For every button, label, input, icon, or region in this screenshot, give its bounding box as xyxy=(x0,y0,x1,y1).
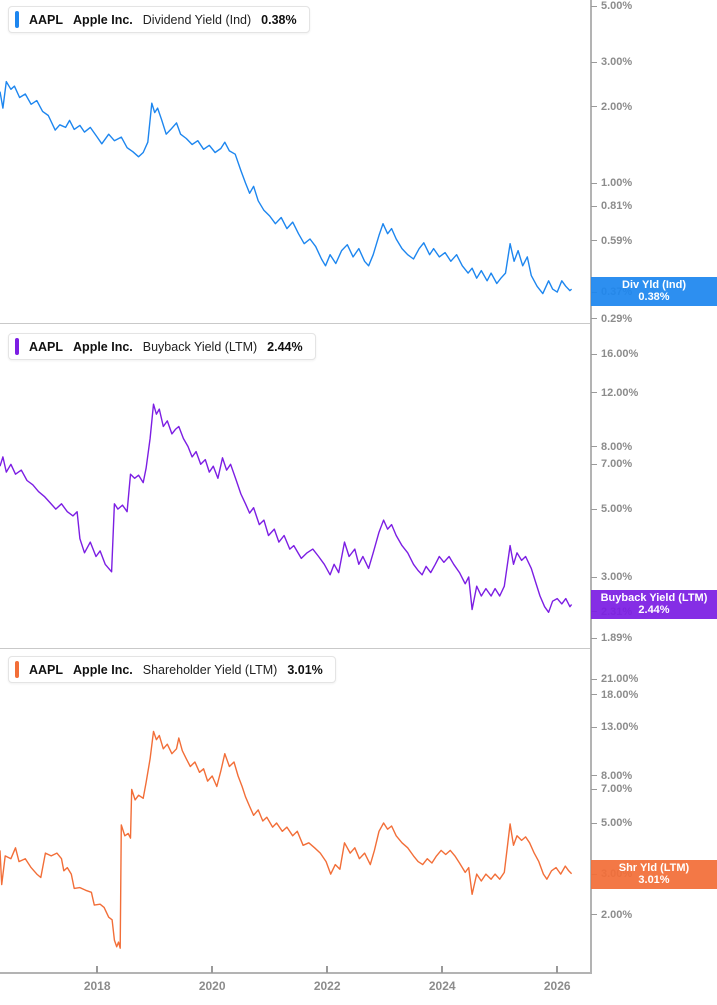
legend-color-bar xyxy=(15,338,19,355)
legend-color-bar xyxy=(15,11,19,28)
y-tick-label: 5.00% xyxy=(601,0,633,13)
legend-ticker: AAPL xyxy=(29,662,64,677)
y-tick-label: 7.00% xyxy=(601,458,633,471)
x-tick-mark xyxy=(441,966,444,973)
legend-company: Apple Inc. xyxy=(73,662,133,677)
legend-buyback-yield[interactable]: AAPL Apple Inc. Buyback Yield (LTM) 2.44… xyxy=(8,333,316,360)
y-axis-line xyxy=(590,0,592,974)
y-tick-mark xyxy=(591,182,597,184)
y-tick-label: 0.59% xyxy=(601,234,633,247)
legend-dividend-yield[interactable]: AAPL Apple Inc. Dividend Yield (Ind) 0.3… xyxy=(8,6,310,33)
y-tick-label: 8.00% xyxy=(601,769,633,782)
x-axis-line xyxy=(0,972,592,974)
series-line-1 xyxy=(0,403,573,613)
y-tick-label: 7.00% xyxy=(601,783,633,796)
y-tick-label: 1.00% xyxy=(601,177,633,189)
y-tick-mark xyxy=(591,726,597,728)
legend-ticker: AAPL xyxy=(29,12,64,27)
y-tick-label: 5.00% xyxy=(601,503,633,516)
y-tick-mark xyxy=(591,788,597,790)
legend-color-bar xyxy=(15,661,19,678)
y-tick-mark xyxy=(591,637,597,639)
y-tick-mark xyxy=(591,318,597,320)
y-tick-label: 1.89% xyxy=(601,632,633,645)
x-tick-label: 2018 xyxy=(83,979,111,993)
legend-metric: Shareholder Yield (LTM) xyxy=(142,662,278,677)
y-tick-label: 3.00% xyxy=(601,56,633,69)
y-tick-mark xyxy=(591,240,597,242)
y-tick-label: 3.00% xyxy=(601,571,633,583)
price-flag-title: Div Yld (Ind) xyxy=(622,278,686,291)
x-tick-label: 2024 xyxy=(428,979,456,993)
y-tick-label: 0.81% xyxy=(601,200,633,213)
x-tick-mark xyxy=(211,966,214,973)
x-tick-label: 2022 xyxy=(313,979,341,993)
legend-company: Apple Inc. xyxy=(73,12,133,27)
x-tick-label: 2026 xyxy=(543,979,571,993)
series-line-2 xyxy=(0,730,573,949)
price-flag-title: Shr Yld (LTM) xyxy=(618,861,690,874)
price-flag-buyback-yld: Buyback Yield (LTM) 2.44% xyxy=(591,590,717,620)
legend-metric: Buyback Yield (LTM) xyxy=(142,339,258,354)
x-tick-mark xyxy=(96,966,99,973)
price-flag-value: 0.38% xyxy=(638,290,670,303)
legend-shareholder-yield[interactable]: AAPL Apple Inc. Shareholder Yield (LTM) … xyxy=(8,656,336,683)
y-tick-label: 12.00% xyxy=(601,386,639,399)
y-tick-label: 2.00% xyxy=(601,100,633,113)
chart-plot-area[interactable] xyxy=(0,0,591,973)
price-flag-shr-yld: Shr Yld (LTM) 3.01% xyxy=(591,859,717,889)
y-tick-mark xyxy=(591,61,597,63)
legend-value: 0.38% xyxy=(261,12,297,27)
price-flag-div-yld: Div Yld (Ind) 0.38% xyxy=(591,276,717,306)
y-tick-mark xyxy=(591,463,597,465)
y-tick-mark xyxy=(591,822,597,824)
y-tick-label: 8.00% xyxy=(601,440,633,453)
y-tick-label: 16.00% xyxy=(601,348,639,361)
legend-company: Apple Inc. xyxy=(73,339,133,354)
y-tick-label: 21.00% xyxy=(601,673,639,686)
panel-separator xyxy=(0,323,591,324)
legend-value: 3.01% xyxy=(287,662,323,677)
y-tick-mark xyxy=(591,106,597,108)
y-tick-mark xyxy=(591,914,597,916)
y-tick-label: 0.29% xyxy=(601,312,633,325)
y-tick-mark xyxy=(591,5,597,7)
panel-separator xyxy=(0,648,591,649)
x-tick-mark xyxy=(326,966,329,973)
y-tick-mark xyxy=(591,446,597,448)
y-tick-mark xyxy=(591,694,597,696)
y-tick-mark xyxy=(591,353,597,355)
y-tick-mark xyxy=(591,678,597,680)
y-tick-mark xyxy=(591,205,597,207)
price-flag-value: 3.01% xyxy=(638,873,670,886)
y-tick-label: 2.00% xyxy=(601,908,633,921)
legend-ticker: AAPL xyxy=(29,339,64,354)
y-tick-mark xyxy=(591,576,597,578)
y-tick-label: 13.00% xyxy=(601,721,639,734)
x-tick-label: 2020 xyxy=(198,979,226,993)
y-tick-label: 5.00% xyxy=(601,817,633,829)
legend-metric: Dividend Yield (Ind) xyxy=(142,12,252,27)
price-flag-title: Buyback Yield (LTM) xyxy=(600,592,708,605)
y-tick-mark xyxy=(591,392,597,394)
x-tick-mark xyxy=(556,966,559,973)
y-tick-label: 18.00% xyxy=(601,688,639,701)
y-tick-mark xyxy=(591,775,597,777)
legend-value: 2.44% xyxy=(267,339,303,354)
y-tick-mark xyxy=(591,508,597,510)
price-flag-value: 2.44% xyxy=(638,604,670,617)
series-line-0 xyxy=(0,80,573,295)
